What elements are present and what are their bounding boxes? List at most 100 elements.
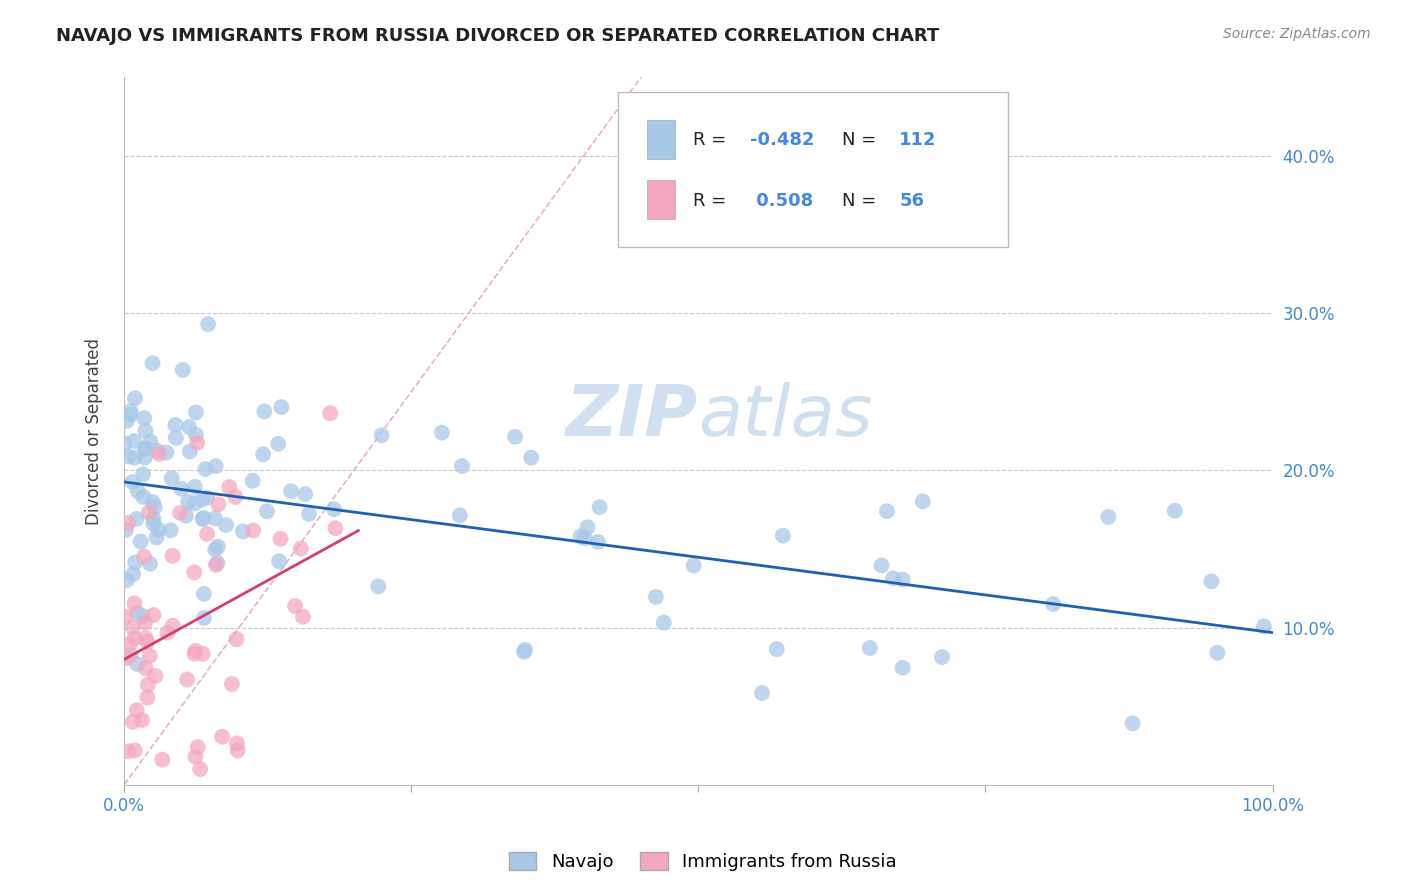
Point [172, 363, 194, 377]
FancyBboxPatch shape [647, 120, 675, 159]
Point [134, 411, 156, 425]
Point [136, 678, 159, 692]
Point [179, 444, 201, 458]
Point [136, 690, 159, 705]
Point [146, 443, 169, 458]
Point [188, 762, 211, 776]
Point [183, 566, 205, 580]
Point [1097, 510, 1119, 524]
Point [142, 516, 165, 531]
Point [165, 431, 187, 445]
Point [513, 642, 536, 657]
Point [290, 541, 312, 556]
Point [138, 648, 160, 663]
Point [193, 587, 215, 601]
Point [911, 494, 934, 508]
Point [191, 512, 214, 526]
Point [772, 529, 794, 543]
Point [859, 640, 882, 655]
Point [124, 391, 146, 405]
Point [125, 703, 148, 717]
Point [142, 512, 165, 526]
Point [184, 405, 207, 419]
FancyBboxPatch shape [619, 92, 1008, 247]
Point [226, 736, 249, 750]
Point [183, 647, 205, 661]
Point [197, 317, 219, 331]
Point [298, 507, 321, 521]
Point [124, 743, 146, 757]
Point [184, 496, 207, 510]
Point [121, 621, 143, 635]
Text: N =: N = [842, 131, 882, 149]
Point [193, 611, 215, 625]
Point [451, 458, 474, 473]
Point [114, 436, 136, 450]
Point [124, 555, 146, 569]
Point [1201, 574, 1223, 589]
Point [120, 404, 142, 418]
Point [256, 504, 278, 518]
Point [876, 504, 898, 518]
Point [218, 480, 240, 494]
Point [115, 651, 138, 665]
Text: R =: R = [693, 131, 731, 149]
Point [207, 556, 229, 570]
Point [179, 420, 201, 434]
Point [270, 400, 292, 414]
Point [280, 484, 302, 499]
Point [291, 609, 314, 624]
Point [122, 567, 145, 582]
Point [586, 535, 609, 549]
Point [120, 636, 142, 650]
Point [574, 532, 596, 546]
Point [682, 558, 704, 573]
Point [430, 425, 453, 440]
Point [449, 508, 471, 523]
Point [134, 615, 156, 630]
Point [184, 427, 207, 442]
Point [195, 527, 218, 541]
Point [162, 618, 184, 632]
Point [176, 673, 198, 687]
Point [1122, 716, 1144, 731]
Point [652, 615, 675, 630]
Point [131, 713, 153, 727]
Point [124, 434, 146, 449]
Point [148, 447, 170, 461]
Point [184, 644, 207, 658]
Text: ZIP: ZIP [567, 383, 699, 451]
Text: N =: N = [842, 192, 882, 211]
Point [284, 599, 307, 613]
Point [503, 430, 526, 444]
Point [115, 523, 138, 537]
Point [194, 462, 217, 476]
Point [120, 648, 142, 662]
Point [319, 406, 342, 420]
Point [117, 516, 139, 530]
Point [225, 632, 247, 647]
Point [145, 531, 167, 545]
Point [134, 631, 156, 645]
Point [204, 459, 226, 474]
Point [127, 484, 149, 499]
Point [159, 524, 181, 538]
Text: 0.508: 0.508 [749, 192, 813, 211]
Point [115, 573, 138, 587]
Point [588, 500, 610, 515]
Point [751, 686, 773, 700]
Point [226, 743, 249, 757]
Point [1042, 597, 1064, 611]
Point [204, 542, 226, 557]
Point [127, 657, 149, 671]
Point [114, 609, 136, 624]
Point [165, 417, 187, 432]
Point [124, 597, 146, 611]
Point [645, 590, 668, 604]
Point [142, 495, 165, 509]
Point [115, 414, 138, 428]
Point [252, 447, 274, 461]
Text: 112: 112 [900, 131, 936, 149]
Point [129, 534, 152, 549]
Point [367, 579, 389, 593]
